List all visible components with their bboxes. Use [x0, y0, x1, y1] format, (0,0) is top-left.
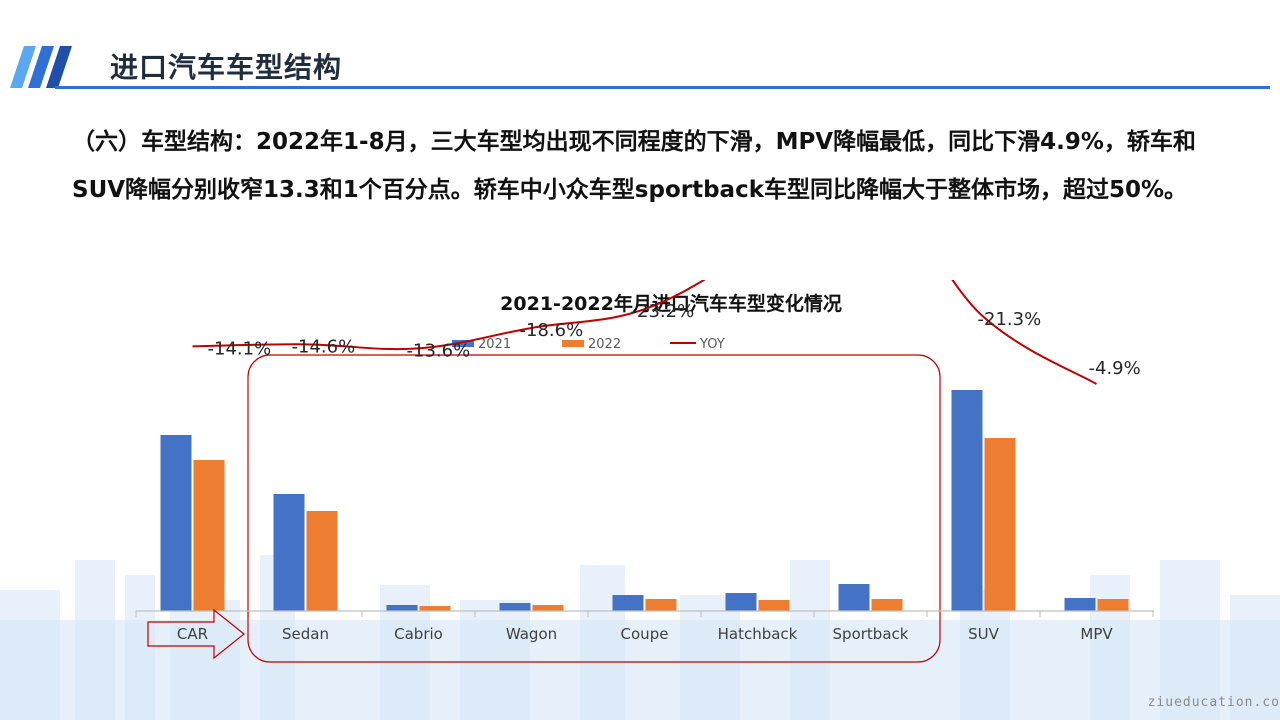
x-label-sedan: Sedan — [282, 625, 329, 643]
yoy-label-coupe: -23.2% — [631, 301, 695, 322]
highlight-box — [247, 354, 941, 663]
x-label-mpv: MPV — [1080, 625, 1113, 643]
bar-2021-car — [160, 435, 192, 611]
yoy-label-suv: -21.3% — [978, 309, 1042, 330]
yoy-label-cabrio: -13.6% — [407, 340, 471, 361]
bar-2022-coupe — [645, 599, 677, 611]
bar-2022-car — [193, 460, 225, 611]
chart-title: 2021-2022年月进口汽车车型变化情况 — [500, 292, 842, 315]
watermark: ziueducation.co — [1147, 695, 1280, 710]
bar-2022-sedan — [306, 511, 338, 611]
yoy-label-sedan: -14.6% — [292, 336, 356, 357]
yoy-label-wagon: -18.6% — [520, 320, 584, 341]
x-label-sportback: Sportback — [833, 625, 909, 643]
bar-2022-cabrio — [419, 606, 451, 611]
header-divider — [55, 86, 1270, 89]
bar-2021-hatchback — [725, 593, 757, 611]
header-stripes-icon — [10, 46, 72, 88]
bars-group — [160, 390, 1129, 611]
chart: 2021-2022年月进口汽车车型变化情况 2021 2022 YOY CAR Sed… — [135, 280, 1154, 663]
bar-2022-mpv — [1097, 599, 1129, 611]
bar-2022-suv — [984, 438, 1016, 611]
chart-legend: 2021 2022 YOY — [452, 337, 725, 352]
x-axis-labels: CAR Sedan Cabrio Wagon Coupe Hatchback Sportba… — [177, 625, 1113, 643]
x-label-car: CAR — [177, 625, 208, 643]
x-label-cabrio: Cabrio — [394, 625, 443, 643]
x-label-wagon: Wagon — [506, 625, 557, 643]
legend-item-2022-swatch — [562, 340, 584, 347]
x-label-coupe: Coupe — [621, 625, 669, 643]
bar-2021-wagon — [499, 603, 531, 611]
bar-2021-suv — [951, 390, 983, 611]
legend-item-2021-swatch — [452, 340, 474, 347]
bar-2021-sedan — [273, 494, 305, 611]
bar-2022-hatchback — [758, 600, 790, 611]
yoy-label-car: -14.1% — [208, 338, 272, 359]
yoy-line — [192, 280, 1098, 385]
bar-2021-cabrio — [386, 605, 418, 611]
legend-item-2021: 2021 — [478, 337, 511, 352]
bar-2022-wagon — [532, 605, 564, 611]
page-title: 进口汽车车型结构 — [110, 51, 343, 84]
x-axis-ticks — [135, 611, 1154, 617]
body-paragraph: （六）车型结构：2022年1-8月，三大车型均出现不同程度的下滑，MPV降幅最低… — [72, 129, 1196, 203]
bar-2021-mpv — [1064, 598, 1096, 611]
legend-item-2022: 2022 — [588, 337, 621, 352]
bar-2021-sportback — [838, 584, 870, 611]
yoy-label-mpv: -4.9% — [1089, 358, 1141, 379]
yoy-labels: -14.1%-14.6%-13.6%-18.6%-23.2%-38.1%-53.… — [208, 301, 1141, 379]
x-label-hatchback: Hatchback — [718, 625, 798, 643]
legend-item-yoy: YOY — [699, 337, 725, 352]
bar-2021-coupe — [612, 595, 644, 611]
car-arrow-shape — [147, 608, 245, 660]
x-label-suv: SUV — [968, 625, 1000, 643]
bar-2022-sportback — [871, 599, 903, 611]
